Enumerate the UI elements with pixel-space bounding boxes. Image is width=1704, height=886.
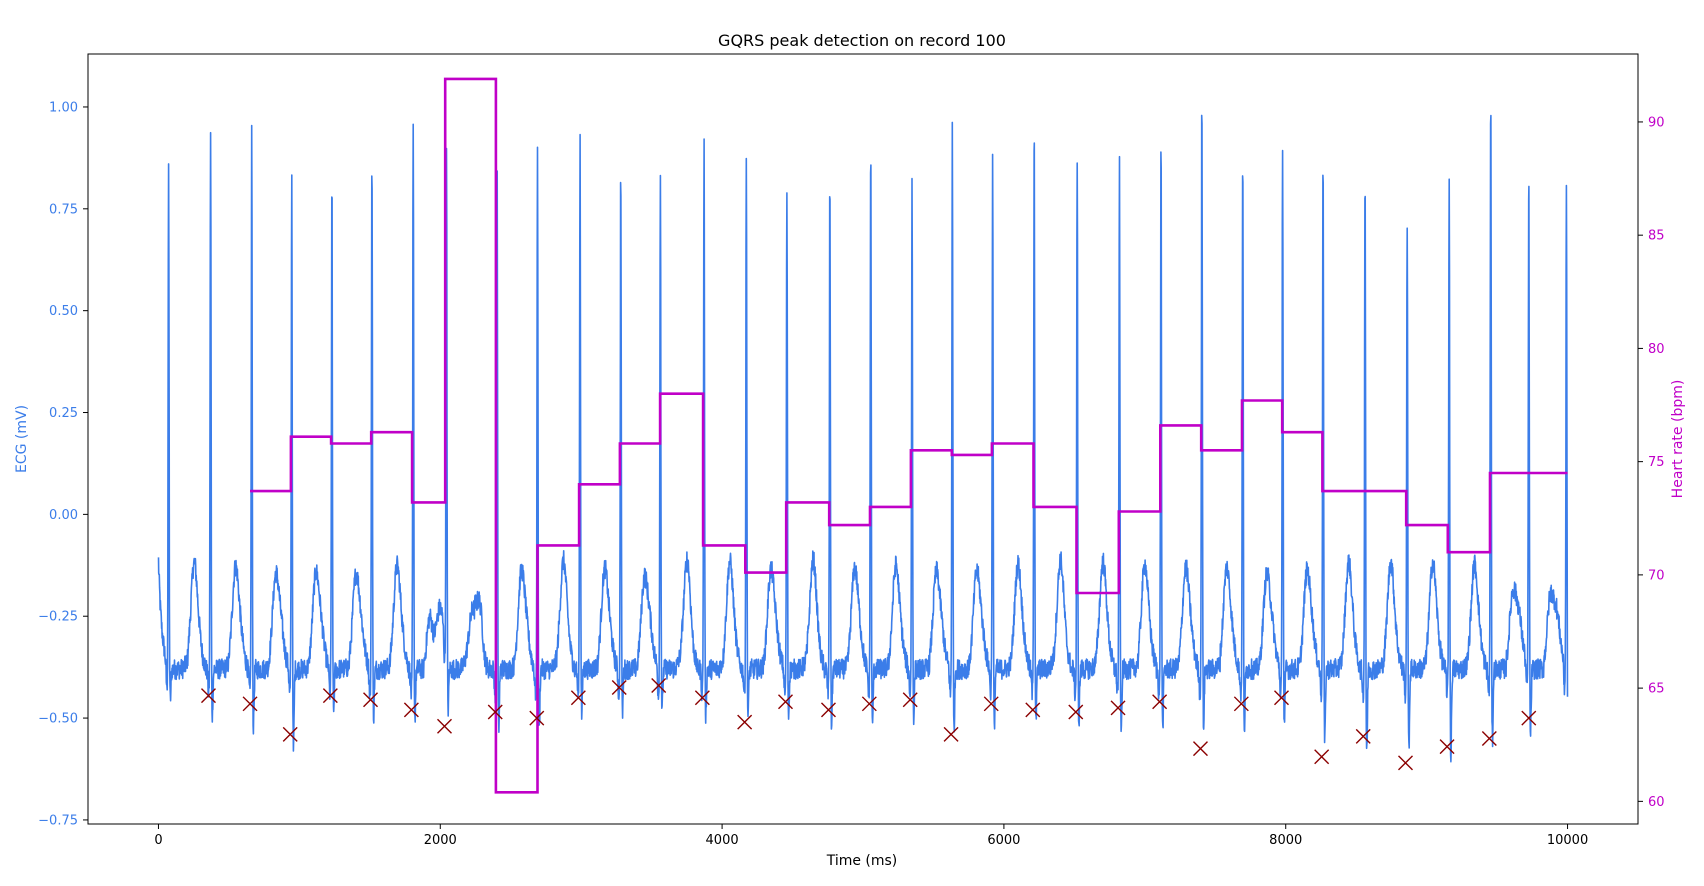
x-tick-label: 4000	[706, 833, 739, 848]
detected-peak-marker	[438, 719, 452, 733]
x-tick-label: 6000	[987, 833, 1020, 848]
right-y-tick-label: 85	[1648, 229, 1665, 244]
left-y-tick-label: −0.75	[38, 813, 78, 828]
x-tick-label: 0	[154, 833, 162, 848]
detected-peak-marker	[1522, 711, 1536, 725]
plot-area	[159, 79, 1568, 792]
right-y-tick-label: 60	[1648, 795, 1665, 810]
left-y-tick-label: 0.25	[49, 406, 78, 421]
x-axis: 0 2000 4000 6000 8000 10000	[154, 824, 1588, 848]
x-axis-label: Time (ms)	[826, 853, 898, 869]
x-tick-label: 8000	[1269, 833, 1302, 848]
chart-canvas: GQRS peak detection on record 100 0 2000 4…	[0, 0, 1704, 886]
right-y-tick-label: 65	[1648, 682, 1665, 697]
left-y-tick-label: 1.00	[49, 100, 78, 115]
right-y-tick-label: 75	[1648, 455, 1665, 470]
detected-peak-marker	[862, 697, 876, 711]
left-y-tick-label: −0.25	[38, 610, 78, 625]
right-y-tick-label: 90	[1648, 115, 1665, 130]
detected-peak-marker	[1153, 695, 1167, 709]
left-y-tick-label: −0.50	[38, 712, 78, 727]
x-tick-label: 2000	[424, 833, 457, 848]
detected-peak-marker	[1069, 705, 1083, 719]
detected-peak-marker	[1111, 701, 1125, 715]
detected-peak-marker	[944, 727, 958, 741]
detected-peak-marker	[821, 703, 835, 717]
detected-peak-marker	[1026, 703, 1040, 717]
detected-peak-marker	[1193, 742, 1207, 756]
detected-peak-marker	[1399, 756, 1413, 770]
left-y-tick-label: 0.50	[49, 304, 78, 319]
plot-frame	[88, 54, 1638, 824]
right-y-tick-label: 70	[1648, 568, 1665, 583]
detected-peak-marker	[283, 727, 297, 741]
ecg-series-line	[159, 115, 1568, 761]
detected-peak-marker	[1356, 729, 1370, 743]
right-y-axis-label: Heart rate (bpm)	[1670, 380, 1686, 499]
detected-peak-marker	[1482, 731, 1496, 745]
chart-title: GQRS peak detection on record 100	[718, 31, 1006, 50]
left-y-tick-label: 0.00	[49, 508, 78, 523]
left-y-axis: 1.00 0.75 0.50 0.25 0.00 −0.25 −0.50 −0.75	[38, 100, 88, 828]
detected-peak-marker	[1315, 750, 1329, 764]
left-y-tick-label: 0.75	[49, 202, 78, 217]
left-y-axis-label: ECG (mV)	[14, 405, 30, 473]
detected-peak-marker	[738, 715, 752, 729]
x-tick-label: 10000	[1547, 833, 1588, 848]
detected-peak-marker	[243, 697, 257, 711]
right-y-axis: 90 85 80 75 70 65 60	[1638, 115, 1665, 809]
right-y-tick-label: 80	[1648, 342, 1665, 357]
detected-peak-marker	[404, 703, 418, 717]
detected-peak-marker	[779, 695, 793, 709]
